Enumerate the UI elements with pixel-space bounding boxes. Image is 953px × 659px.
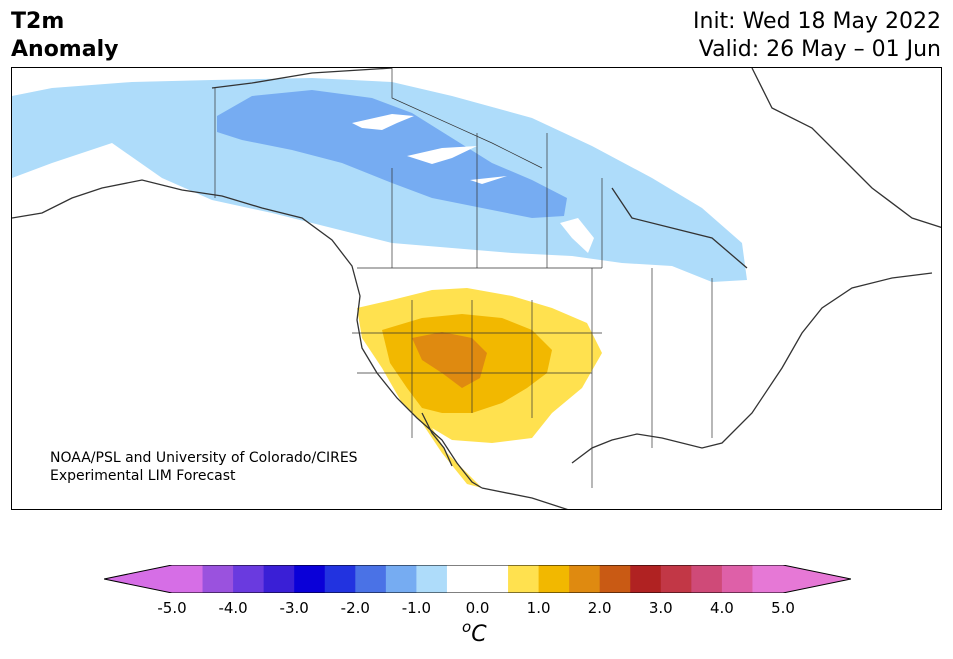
lake-patch bbox=[560, 218, 594, 253]
colorbar-tick-label: 5.0 bbox=[771, 599, 795, 617]
colorbar-segment bbox=[630, 565, 662, 593]
map-panel: NOAA/PSL and University of Colorado/CIRE… bbox=[11, 67, 942, 510]
colorbar bbox=[104, 565, 851, 593]
forecast-credit: NOAA/PSL and University of Colorado/CIRE… bbox=[50, 449, 358, 485]
colorbar-tick-label: 3.0 bbox=[648, 599, 673, 617]
credit-line-1: NOAA/PSL and University of Colorado/CIRE… bbox=[50, 450, 358, 466]
colorbar-extend-low bbox=[104, 565, 172, 593]
colorbar-segment bbox=[508, 565, 540, 593]
init-date: Init: Wed 18 May 2022 bbox=[693, 9, 941, 34]
coastlines bbox=[12, 68, 941, 509]
colorbar-segment bbox=[355, 565, 387, 593]
colorbar-segment bbox=[752, 565, 784, 593]
colorbar-tick-label: -2.0 bbox=[340, 599, 370, 617]
colorbar-tick-label: 2.0 bbox=[587, 599, 612, 617]
unit-celsius: C bbox=[471, 622, 487, 647]
colorbar-segment bbox=[324, 565, 356, 593]
credit-line-2: Experimental LIM Forecast bbox=[50, 468, 236, 484]
lake-patch bbox=[470, 176, 507, 184]
colorbar-segment bbox=[477, 565, 509, 593]
anomaly-region-orange bbox=[412, 332, 487, 388]
colorbar-segment bbox=[569, 565, 601, 593]
colorbar-segment bbox=[385, 565, 417, 593]
colorbar-segment bbox=[294, 565, 326, 593]
anomaly-region-light-blue bbox=[12, 78, 747, 282]
colorbar-tick-label: -3.0 bbox=[279, 599, 309, 617]
colorbar-segment bbox=[172, 565, 204, 593]
title-line-1: T2m bbox=[11, 9, 65, 34]
anomaly-region-medium-blue bbox=[217, 90, 567, 218]
colorbar-segment bbox=[599, 565, 631, 593]
colorbar-segment bbox=[416, 565, 448, 593]
valid-range: Valid: 26 May – 01 Jun bbox=[698, 37, 941, 62]
colorbar-tick-label: -5.0 bbox=[157, 599, 187, 617]
lake-patch bbox=[352, 114, 414, 130]
political-borders bbox=[214, 68, 713, 488]
map-title: T2m Anomaly bbox=[11, 8, 118, 64]
colorbar-segment bbox=[721, 565, 753, 593]
unit-degree: o bbox=[462, 618, 472, 636]
colorbar-segment bbox=[660, 565, 692, 593]
colorbar-tick-label: -1.0 bbox=[401, 599, 432, 617]
colorbar-segment bbox=[446, 565, 478, 593]
unit-label: oC bbox=[462, 618, 487, 647]
colorbar-segment bbox=[263, 565, 295, 593]
colorbar-segment bbox=[691, 565, 723, 593]
colorbar-segment bbox=[233, 565, 265, 593]
colorbar-tick-label: 1.0 bbox=[526, 599, 551, 617]
colorbar-segment bbox=[202, 565, 234, 593]
colorbar-extend-high bbox=[783, 565, 851, 593]
forecast-dates: Init: Wed 18 May 2022 Valid: 26 May – 01… bbox=[693, 8, 941, 64]
anomaly-map bbox=[12, 68, 941, 509]
colorbar-segment bbox=[538, 565, 570, 593]
title-line-2: Anomaly bbox=[11, 37, 119, 62]
lake-patch bbox=[407, 146, 477, 164]
colorbar-tick-label: -4.0 bbox=[218, 599, 248, 617]
colorbar-tick-label: 0.0 bbox=[465, 599, 490, 617]
colorbar-tick-label: 4.0 bbox=[709, 599, 734, 617]
